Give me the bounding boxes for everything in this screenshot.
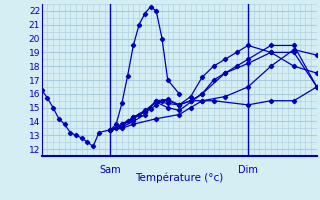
- Text: Sam: Sam: [100, 165, 121, 175]
- Text: Dim: Dim: [238, 165, 258, 175]
- X-axis label: Température (°c): Température (°c): [135, 173, 223, 183]
